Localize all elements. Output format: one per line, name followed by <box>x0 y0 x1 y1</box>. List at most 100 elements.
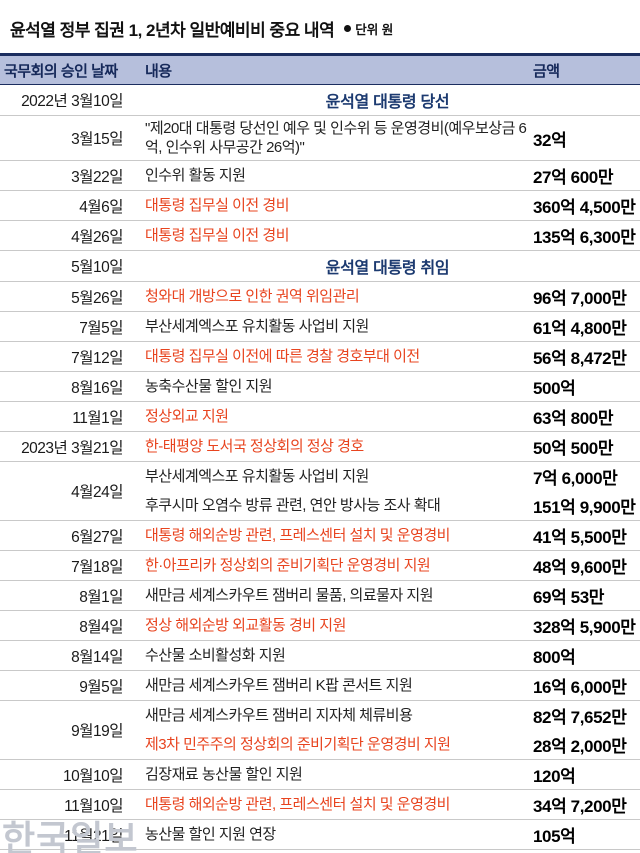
row-line: 부산세계엑스포 유치활동 사업비 지원 61억 4,800만 <box>135 312 640 341</box>
table-row: 7월5일 부산세계엑스포 유치활동 사업비 지원 61억 4,800만 <box>0 311 640 341</box>
row-line: 인수위 활동 지원 27억 600만 <box>135 161 640 190</box>
content-cell: 대통령 집무실 이전에 따른 경찰 경호부대 이전 <box>145 348 420 365</box>
content-cell: 청와대 개방으로 인한 권역 위임관리 <box>145 288 360 305</box>
section-label: 윤석열 대통령 취임 <box>325 260 450 277</box>
table-body: 2022년 3월10일 윤석열 대통령 당선 3월15일 "제20대 대통령 당선인 … <box>0 85 640 849</box>
approval-date: 3월22일 <box>71 168 123 186</box>
row-line: 정상외교 지원 63억 800만 <box>135 402 640 431</box>
approval-date: 4월6일 <box>79 198 123 216</box>
content-cell: 대통령 집무실 이전 경비 <box>145 197 290 214</box>
approval-date: 11월10일 <box>64 797 123 815</box>
approval-date: 7월18일 <box>71 558 123 576</box>
row-line: 청와대 개방으로 인한 권역 위임관리 96억 7,000만 <box>135 282 640 311</box>
content-cell: 대통령 해외순방 관련, 프레스센터 설치 및 운영경비 <box>145 527 450 544</box>
row-lines: 대통령 집무실 이전에 따른 경찰 경호부대 이전 56억 8,472만 <box>135 342 640 371</box>
table-row: 7월12일 대통령 집무실 이전에 따른 경찰 경호부대 이전 56억 8,472만 <box>0 341 640 371</box>
amount-cell: 82억 7,652만 <box>533 708 627 727</box>
table-row: 3월22일 인수위 활동 지원 27억 600만 <box>0 160 640 190</box>
row-lines: 한·아프리카 정상회의 준비기획단 운영경비 지원 48억 9,600만 <box>135 551 640 580</box>
section-row: 2022년 3월10일 윤석열 대통령 당선 <box>0 85 640 115</box>
row-lines: 정상외교 지원 63억 800만 <box>135 402 640 431</box>
row-lines: 정상 해외순방 외교활동 경비 지원 328억 5,900만 <box>135 611 640 640</box>
table-row: 9월19일 새만금 세계스카우트 잼버리 지자체 체류비용 82억 7,652만 제3… <box>0 700 640 759</box>
section-label: 윤석열 대통령 당선 <box>325 94 450 111</box>
bullet-icon <box>344 25 352 32</box>
approval-date: 7월12일 <box>71 349 123 367</box>
row-line: 수산물 소비활성화 지원 800억 <box>135 641 640 670</box>
row-line: 대통령 해외순방 관련, 프레스센터 설치 및 운영경비 34억 7,200만 <box>135 790 640 819</box>
amount-cell: 500억 <box>533 379 576 398</box>
table-row: 6월27일 대통령 해외순방 관련, 프레스센터 설치 및 운영경비 41억 5,5… <box>0 520 640 550</box>
row-line: 새만금 세계스카우트 잼버리 K팝 콘서트 지원 16억 6,000만 <box>135 671 640 700</box>
table-row: 8월4일 정상 해외순방 외교활동 경비 지원 328억 5,900만 <box>0 610 640 640</box>
row-lines: "제20대 대통령 당선인 예우 및 인수위 등 운영경비(예우보상금 6억, … <box>135 116 640 160</box>
row-line: 대통령 해외순방 관련, 프레스센터 설치 및 운영경비 41억 5,500만 <box>135 521 640 550</box>
approval-date: 4월24일 <box>71 484 123 501</box>
row-line: 농축수산물 할인 지원 500억 <box>135 372 640 401</box>
content-cell: 대통령 집무실 이전 경비 <box>145 227 290 244</box>
row-line: 김장재료 농산물 할인 지원 120억 <box>135 760 640 789</box>
row-line: 제3차 민주주의 정상회의 준비기획단 운영경비 지원 28억 2,000만 <box>135 730 640 759</box>
approval-date: 6월27일 <box>71 528 123 546</box>
row-line: 한-태평양 도서국 정상회의 정상 경호 50억 500만 <box>135 432 640 461</box>
row-line: 농산물 할인 지원 연장 105억 <box>135 820 640 849</box>
row-lines: 인수위 활동 지원 27억 600만 <box>135 161 640 190</box>
table-row: 10월10일 김장재료 농산물 할인 지원 120억 <box>0 759 640 789</box>
row-line: 후쿠시마 오염수 방류 관련, 연안 방사능 조사 확대 151억 9,900만 <box>135 491 640 520</box>
amount-cell: 800억 <box>533 648 576 667</box>
watermark: 한국일보 <box>2 818 139 853</box>
approval-date: 10월10일 <box>62 767 124 785</box>
amount-cell: 41억 5,500만 <box>533 528 627 547</box>
content-cell: 새만금 세계스카우트 잼버리 K팝 콘서트 지원 <box>145 677 413 694</box>
unit-text: 단위 원 <box>355 23 394 37</box>
row-line: 대통령 집무실 이전 경비 135억 6,300만 <box>135 221 640 250</box>
amount-cell: 16억 6,000만 <box>533 678 627 697</box>
content-cell: 정상 해외순방 외교활동 경비 지원 <box>145 617 346 634</box>
approval-date: 9월5일 <box>79 678 123 696</box>
amount-cell: 7억 6,000만 <box>533 469 618 488</box>
content-cell: 새만금 세계스카우트 잼버리 지자체 체류비용 <box>145 707 413 724</box>
table-row: 5월26일 청와대 개방으로 인한 권역 위임관리 96억 7,000만 <box>0 281 640 311</box>
amount-cell: 61억 4,800만 <box>533 319 627 338</box>
amount-cell: 56억 8,472만 <box>533 349 627 368</box>
approval-date: 8월14일 <box>71 648 123 666</box>
content-cell: 후쿠시마 오염수 방류 관련, 연안 방사능 조사 확대 <box>145 497 441 514</box>
content-cell: 인수위 활동 지원 <box>145 167 246 184</box>
row-lines: 김장재료 농산물 할인 지원 120억 <box>135 760 640 789</box>
row-line: 새만금 세계스카우트 잼버리 지자체 체류비용 82억 7,652만 <box>135 701 640 730</box>
table-row: 7월18일 한·아프리카 정상회의 준비기획단 운영경비 지원 48억 9,600만 <box>0 550 640 580</box>
content-cell: 부산세계엑스포 유치활동 사업비 지원 <box>145 318 369 335</box>
approval-date: 8월1일 <box>79 588 123 606</box>
approval-date: 2022년 3월10일 <box>21 93 123 110</box>
table-row: 2023년 3월21일 한-태평양 도서국 정상회의 정상 경호 50억 500만 <box>0 431 640 461</box>
row-lines: 청와대 개방으로 인한 권역 위임관리 96억 7,000만 <box>135 282 640 311</box>
content-cell: 대통령 해외순방 관련, 프레스센터 설치 및 운영경비 <box>145 796 450 813</box>
amount-cell: 63억 800만 <box>533 409 614 428</box>
content-cell: 농축수산물 할인 지원 <box>145 378 273 395</box>
amount-cell: 151억 9,900만 <box>533 498 636 517</box>
row-lines: 대통령 해외순방 관련, 프레스센터 설치 및 운영경비 34억 7,200만 <box>135 790 640 819</box>
amount-cell: 135억 6,300만 <box>533 228 636 247</box>
col-header-content: 내용 <box>145 62 172 80</box>
row-line: 정상 해외순방 외교활동 경비 지원 328억 5,900만 <box>135 611 640 640</box>
content-cell: 한-태평양 도서국 정상회의 정상 경호 <box>145 438 364 455</box>
content-cell: 제3차 민주주의 정상회의 준비기획단 운영경비 지원 <box>145 736 451 753</box>
row-line: 부산세계엑스포 유치활동 사업비 지원 7억 6,000만 <box>135 462 640 491</box>
row-lines: 농축수산물 할인 지원 500억 <box>135 372 640 401</box>
table-row: 11월21일 농산물 할인 지원 연장 105억 <box>0 819 640 849</box>
approval-date: 5월26일 <box>71 289 123 307</box>
approval-date: 3월15일 <box>71 131 123 148</box>
approval-date: 11월21일 <box>64 827 123 845</box>
amount-cell: 105억 <box>533 827 576 846</box>
row-lines: 부산세계엑스포 유치활동 사업비 지원 7억 6,000만 후쿠시마 오염수 방류 … <box>135 462 640 520</box>
row-lines: 대통령 집무실 이전 경비 360억 4,500만 <box>135 191 640 220</box>
row-lines: 대통령 해외순방 관련, 프레스센터 설치 및 운영경비 41억 5,500만 <box>135 521 640 550</box>
amount-cell: 34억 7,200만 <box>533 797 627 816</box>
amount-cell: 48억 9,600만 <box>533 558 627 577</box>
content-cell: 한·아프리카 정상회의 준비기획단 운영경비 지원 <box>145 557 431 574</box>
approval-date: 2023년 3월21일 <box>21 439 123 457</box>
amount-cell: 28억 2,000만 <box>533 737 627 756</box>
section-row: 5월10일 윤석열 대통령 취임 <box>0 250 640 281</box>
